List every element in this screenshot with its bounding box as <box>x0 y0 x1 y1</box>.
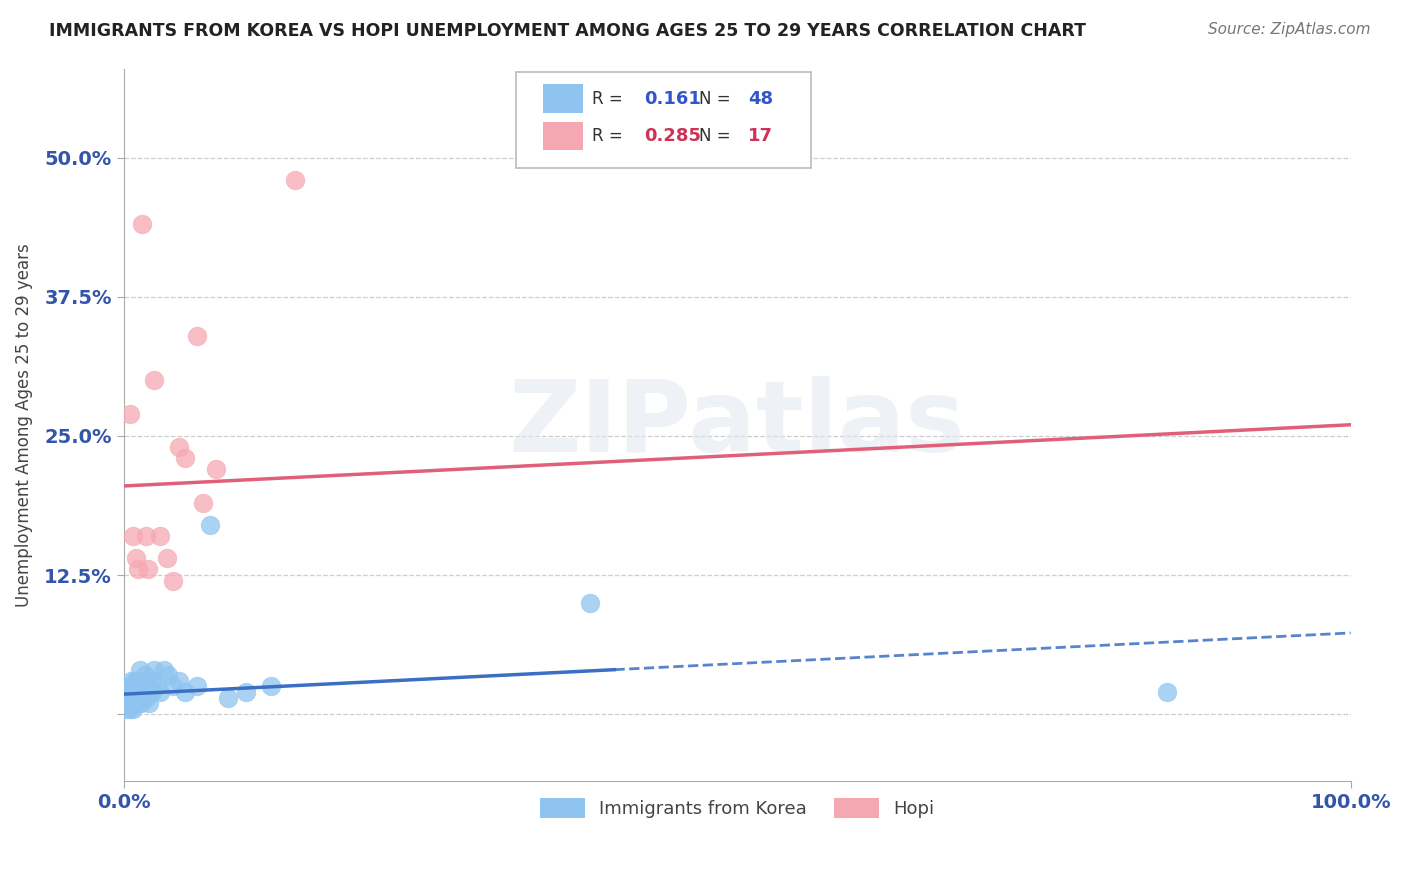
Point <box>122 529 145 543</box>
Point <box>134 668 156 682</box>
Point <box>135 690 157 705</box>
Text: Source: ZipAtlas.com: Source: ZipAtlas.com <box>1208 22 1371 37</box>
Point <box>115 696 138 710</box>
Point <box>217 690 239 705</box>
Point <box>127 679 149 693</box>
Point <box>124 690 146 705</box>
Point <box>124 673 146 688</box>
Point <box>235 685 257 699</box>
Point <box>1156 685 1178 699</box>
Point <box>125 696 148 710</box>
Point <box>136 562 159 576</box>
Point <box>139 673 162 688</box>
Point <box>129 696 152 710</box>
Point <box>121 685 143 699</box>
FancyBboxPatch shape <box>543 122 582 151</box>
Point <box>146 679 169 693</box>
FancyBboxPatch shape <box>543 85 582 113</box>
Point <box>162 574 184 588</box>
Text: 0.161: 0.161 <box>644 89 700 108</box>
Point <box>127 673 149 688</box>
Point <box>118 696 141 710</box>
Point <box>122 679 145 693</box>
Point <box>127 690 149 705</box>
Point <box>579 596 602 610</box>
Point <box>143 373 166 387</box>
Text: R =: R = <box>592 128 628 145</box>
Point <box>186 328 208 343</box>
FancyBboxPatch shape <box>516 72 811 169</box>
Point <box>127 562 149 576</box>
Point <box>125 551 148 566</box>
Point <box>204 462 226 476</box>
Point <box>162 679 184 693</box>
Point <box>118 701 141 715</box>
Point <box>186 679 208 693</box>
Point <box>128 685 150 699</box>
Point <box>121 696 143 710</box>
Point <box>136 685 159 699</box>
Text: 48: 48 <box>748 89 773 108</box>
Point <box>120 673 142 688</box>
Text: 0.285: 0.285 <box>644 128 702 145</box>
Point <box>118 685 141 699</box>
Point <box>131 690 153 705</box>
Point <box>122 701 145 715</box>
Point <box>149 529 172 543</box>
Point <box>117 679 139 693</box>
Point <box>132 685 155 699</box>
Point <box>131 679 153 693</box>
Point <box>143 663 166 677</box>
Point <box>118 407 141 421</box>
Point <box>149 685 172 699</box>
Point <box>174 451 197 466</box>
Point <box>117 690 139 705</box>
Point <box>174 685 197 699</box>
Legend: Immigrants from Korea, Hopi: Immigrants from Korea, Hopi <box>533 791 942 825</box>
Point <box>198 518 221 533</box>
Text: 17: 17 <box>748 128 773 145</box>
Point <box>117 701 139 715</box>
Text: N =: N = <box>699 128 735 145</box>
Text: R =: R = <box>592 89 628 108</box>
Point <box>136 679 159 693</box>
Text: IMMIGRANTS FROM KOREA VS HOPI UNEMPLOYMENT AMONG AGES 25 TO 29 YEARS CORRELATION: IMMIGRANTS FROM KOREA VS HOPI UNEMPLOYME… <box>49 22 1087 40</box>
Text: ZIPatlas: ZIPatlas <box>509 376 966 474</box>
Text: N =: N = <box>699 89 735 108</box>
Y-axis label: Unemployment Among Ages 25 to 29 years: Unemployment Among Ages 25 to 29 years <box>15 243 32 607</box>
Point <box>260 679 283 693</box>
Point <box>131 218 153 232</box>
Point <box>156 668 179 682</box>
Point <box>284 173 307 187</box>
Point <box>156 551 179 566</box>
Point <box>167 440 190 454</box>
Point <box>193 496 215 510</box>
Point <box>128 663 150 677</box>
Point <box>153 663 176 677</box>
Point <box>138 696 160 710</box>
Point <box>141 685 163 699</box>
Point <box>167 673 190 688</box>
Point <box>120 690 142 705</box>
Point <box>135 529 157 543</box>
Point <box>125 685 148 699</box>
